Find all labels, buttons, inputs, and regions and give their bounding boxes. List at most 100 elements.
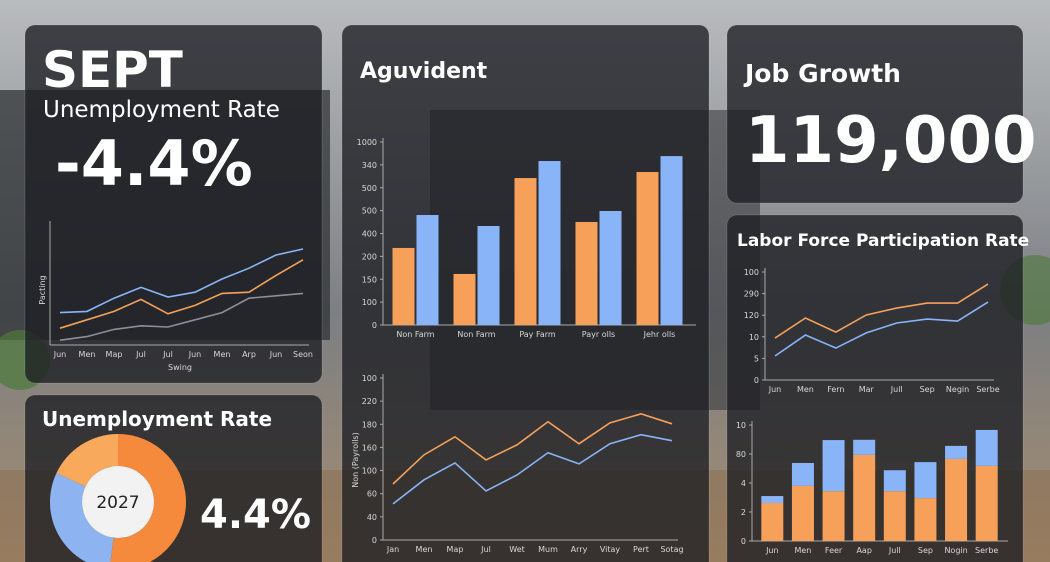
x-tick-label: Vitay: [600, 545, 621, 554]
x-tick-label: Jun: [53, 350, 67, 359]
x-tick-label: Jan: [386, 545, 399, 554]
x-tick-label: Wet: [509, 545, 525, 554]
kpi-change: -4.4%: [55, 127, 253, 200]
pie-annotation: 4.4%: [200, 492, 311, 538]
x-tick-label: Jun: [768, 385, 782, 394]
bar: [575, 221, 598, 325]
y-tick-label: 4: [741, 479, 746, 488]
line-series: [774, 283, 989, 339]
bar-segment: [853, 454, 876, 541]
y-tick-label: 0: [372, 536, 377, 545]
bar-segment: [945, 458, 968, 541]
line-series: [59, 259, 304, 329]
y-tick-label: 120: [744, 311, 759, 320]
x-tick-label: Mar: [859, 385, 875, 394]
pie-slice: [110, 434, 186, 562]
bar-segment: [822, 440, 845, 492]
x-tick-label: Seon: [293, 350, 313, 359]
y-tick-label: 40: [367, 513, 377, 522]
x-tick-label: Negin: [946, 385, 969, 394]
x-tick-label: Jul: [480, 545, 491, 554]
y-tick-label: 10: [749, 333, 759, 342]
bar-segment: [791, 485, 814, 541]
panel: [726, 24, 1024, 204]
y-tick-label: 100: [362, 298, 377, 307]
y-tick-label: 200: [362, 252, 377, 261]
bar: [416, 215, 439, 325]
line-series: [774, 301, 989, 357]
x-tick-label: Feer: [825, 546, 843, 555]
bar-segment: [853, 439, 876, 455]
y-tick-label: 340: [362, 161, 377, 170]
x-tick-label: Jun: [765, 546, 779, 555]
x-tick-label: Serbe: [976, 385, 999, 394]
y-tick-label: 0: [741, 537, 746, 546]
pie-slice: [56, 434, 118, 487]
y-tick-label: 80: [736, 450, 746, 459]
x-tick-label: Pert: [633, 545, 649, 554]
x-tick-label: Men: [797, 385, 814, 394]
bar-segment: [883, 491, 906, 541]
x-tick-label: Map: [106, 350, 123, 359]
y-tick-label: 100: [362, 374, 377, 383]
bar-segment: [883, 470, 906, 492]
y-tick-label: 0: [372, 321, 377, 330]
bar-segment: [761, 496, 784, 504]
y-tick-label: 500: [362, 184, 377, 193]
x-tick-label: Mum: [538, 545, 558, 554]
chart-title: Labor Force Participation Rate: [737, 231, 1029, 251]
y-tick-label: 220: [362, 397, 377, 406]
y-tick-label: 150: [362, 275, 377, 284]
bar: [636, 172, 659, 325]
bar-segment: [945, 445, 968, 459]
y-tick-label: 1000: [357, 138, 377, 147]
x-tick-label: Payr olls: [582, 330, 615, 339]
kpi-title: Job Growth: [743, 59, 901, 88]
y-tick-label: 60: [367, 490, 377, 499]
x-tick-label: Aap: [856, 546, 871, 555]
x-tick-label: Men: [214, 350, 231, 359]
x-tick-label: Men: [416, 545, 433, 554]
x-tick-label: Jull: [890, 385, 903, 394]
bar-segment: [761, 503, 784, 541]
chart-title: Unemployment Rate: [42, 407, 272, 431]
kpi-month: SEPT: [42, 41, 183, 99]
x-tick-label: Non Farm: [396, 330, 434, 339]
chart-title: Aguvident: [360, 59, 488, 84]
bar: [538, 161, 561, 325]
y-tick-label: 290: [744, 290, 759, 299]
bar-segment: [975, 429, 998, 466]
line-series: [392, 413, 673, 485]
y-tick-label: 400: [362, 230, 377, 239]
bar-segment: [822, 491, 845, 541]
y-tick-label: 100: [744, 268, 759, 277]
line-series: [392, 433, 673, 505]
x-tick-label: Jul: [135, 350, 146, 359]
y-tick-label: 5: [754, 354, 759, 363]
x-tick-label: Fern: [827, 385, 844, 394]
bar-segment: [975, 465, 998, 541]
x-tick-label: Serbe: [975, 546, 998, 555]
y-tick-label: 180: [362, 420, 377, 429]
x-tick-label: Jul: [162, 350, 173, 359]
x-tick-label: Sotag: [660, 545, 683, 554]
bar: [392, 247, 415, 325]
x-tick-label: Map: [447, 545, 464, 554]
bar: [514, 178, 537, 325]
bar: [453, 273, 476, 325]
y-tick-label: 2: [741, 508, 746, 517]
x-tick-label: Sep: [920, 385, 935, 394]
x-tick-label: Arp: [242, 350, 256, 359]
y-tick-label: 0: [754, 376, 759, 385]
y-axis-label: Non (Payrolls): [351, 432, 360, 487]
y-tick-label: 10: [736, 421, 746, 430]
kpi-value: 119,000: [745, 104, 1037, 178]
x-tick-label: Jehr olls: [643, 330, 676, 339]
bar: [660, 156, 683, 325]
x-tick-label: Arry: [571, 545, 588, 554]
y-tick-label: 500: [362, 207, 377, 216]
y-tick-label: 160: [362, 443, 377, 452]
x-tick-label: Pay Farm: [519, 330, 556, 339]
line-series: [59, 292, 304, 341]
x-tick-label: Non Farm: [457, 330, 495, 339]
